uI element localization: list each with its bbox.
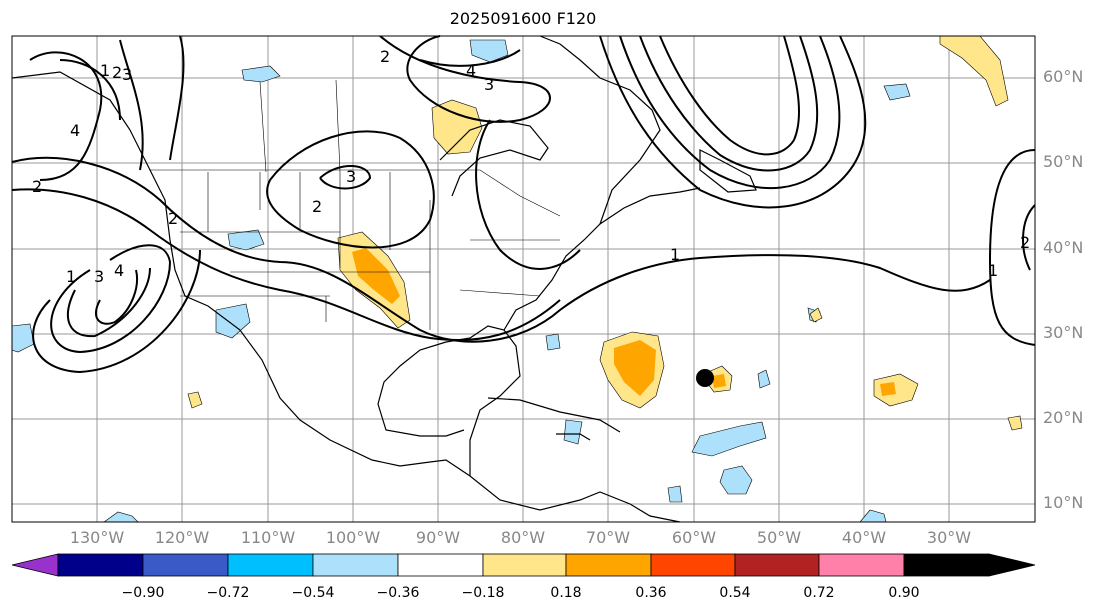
lat-label: 20°N	[1043, 408, 1084, 427]
colorbar-bin	[482, 553, 567, 577]
lon-label: 130°W	[69, 528, 125, 547]
colorbar-bin	[57, 553, 144, 577]
colorbar-bin	[650, 553, 736, 577]
colorbar-bin	[397, 553, 484, 577]
contour-label: 1	[988, 261, 998, 280]
contour-label: 2	[380, 47, 390, 66]
lat-label: 60°N	[1043, 67, 1084, 86]
lon-label: 110°W	[240, 528, 296, 547]
contour-label: 2	[112, 63, 122, 82]
colorbar-bin	[312, 553, 399, 577]
colorbar-tick-label: −0.72	[206, 585, 250, 601]
contour-label: 2	[168, 209, 178, 228]
contour-label: 3	[94, 267, 104, 286]
contour-label: 2	[312, 197, 322, 216]
lon-label: 90°W	[415, 528, 461, 547]
colorbar-tick-label: 0.18	[550, 585, 582, 601]
lon-label: 40°W	[841, 528, 887, 547]
colorbar-tick-label: −0.90	[121, 585, 165, 601]
contour-label-group: 1 2 3 4 1 2 3 4 2 2 3 4 3 2 1 1 2	[32, 47, 1030, 286]
colorbar	[11, 553, 1036, 577]
map-title: 2025091600 F120	[449, 9, 597, 28]
negative-anomaly-fills	[11, 39, 911, 523]
lat-label: 50°N	[1043, 152, 1084, 171]
colorbar-tick-label: 0.54	[719, 585, 751, 601]
lon-label: 70°W	[585, 528, 631, 547]
contour-label: 3	[346, 167, 356, 186]
contour-label: 1	[100, 61, 110, 80]
lon-label: 50°W	[756, 528, 802, 547]
colorbar-tick-label: 0.36	[635, 585, 667, 601]
contour-label: 3	[122, 65, 132, 84]
colorbar-tick-label: −0.54	[291, 585, 335, 601]
colorbar-tick-label: 0.72	[803, 585, 835, 601]
contour-label: 1	[66, 267, 76, 286]
lon-label: 100°W	[325, 528, 381, 547]
lon-label: 80°W	[500, 528, 546, 547]
colorbar-high-extend	[988, 553, 1036, 577]
storm-center-marker	[696, 369, 714, 387]
contour-label: 4	[466, 61, 476, 80]
colorbar-tick-label: −0.36	[376, 585, 420, 601]
lat-label: 10°N	[1043, 493, 1084, 512]
colorbar-bin	[227, 553, 314, 577]
contour-label: 4	[70, 121, 80, 140]
colorbar-bin	[903, 553, 990, 577]
colorbar-bin	[734, 553, 820, 577]
contour-label: 2	[1020, 233, 1030, 252]
contour-label: 3	[484, 75, 494, 94]
lat-label: 30°N	[1043, 323, 1084, 342]
contour-label: 4	[114, 261, 124, 280]
lat-label: 40°N	[1043, 238, 1084, 257]
contour-lines	[11, 35, 1036, 374]
colorbar-bin	[565, 553, 652, 577]
colorbar-low-extend	[11, 553, 59, 577]
contour-label: 1	[670, 245, 680, 264]
map-frame	[11, 35, 1036, 523]
colorbar-bin	[142, 553, 229, 577]
graticule	[12, 36, 1035, 522]
lon-label: 60°W	[671, 528, 717, 547]
contour-label: 2	[32, 177, 42, 196]
positive-anomaly-fills	[187, 35, 1023, 431]
lon-label: 120°W	[154, 528, 210, 547]
colorbar-tick-label: −0.18	[461, 585, 505, 601]
colorbar-tick-label: 0.90	[888, 585, 920, 601]
colorbar-bin	[818, 553, 905, 577]
lon-label: 30°W	[926, 528, 972, 547]
